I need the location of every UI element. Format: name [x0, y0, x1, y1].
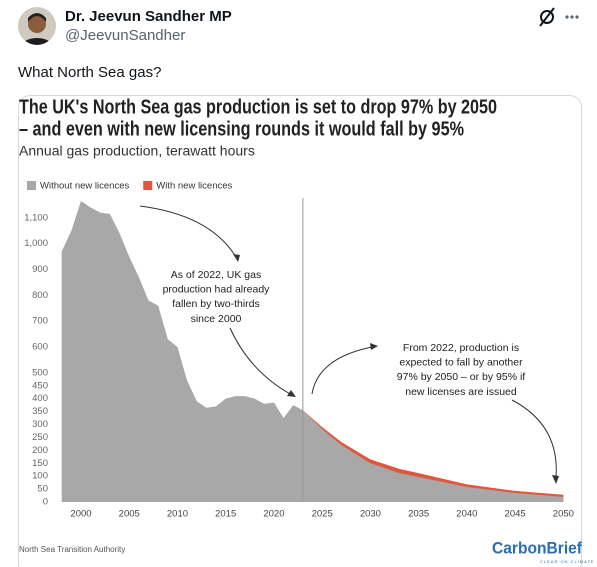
annotation: expected to fall by another — [399, 356, 523, 368]
avatar[interactable] — [18, 7, 56, 62]
x-tick-label: 2050 — [553, 509, 574, 520]
y-tick-label: 350 — [32, 406, 48, 417]
x-tick-label: 2020 — [263, 509, 284, 520]
arrow — [511, 399, 557, 479]
x-tick-label: 2045 — [505, 509, 526, 520]
y-tick-label: 900 — [32, 264, 48, 275]
annotation: fallen by two-thirds — [172, 298, 260, 310]
y-tick-label: 50 — [37, 484, 48, 495]
grok-icon[interactable] — [539, 7, 555, 27]
annotation: new licenses are issued — [405, 386, 517, 398]
chart-title: – and even with new licensing rounds it … — [19, 118, 464, 140]
brand-tagline: CLEAR ON CLIMATE — [540, 559, 595, 564]
y-tick-label: 1,100 — [24, 212, 48, 223]
y-tick-label: 450 — [32, 380, 48, 391]
annotation: From 2022, production is — [403, 342, 519, 354]
arrowhead — [233, 254, 240, 262]
source: North Sea Transition Authority — [19, 545, 125, 554]
arrow — [229, 327, 293, 396]
x-tick-label: 2005 — [119, 509, 140, 520]
y-tick-label: 1,000 — [24, 238, 48, 249]
x-tick-label: 2040 — [456, 509, 477, 520]
x-tick-label: 2030 — [360, 509, 381, 520]
chart: The UK's North Sea gas production is set… — [19, 96, 595, 564]
chart-subtitle: Annual gas production, terawatt hours — [19, 143, 255, 159]
y-tick-label: 200 — [32, 445, 48, 456]
author-name[interactable]: Dr. Jeevun Sandher MP — [65, 8, 232, 25]
more-icon[interactable] — [565, 15, 579, 19]
y-tick-label: 400 — [32, 393, 48, 404]
y-tick-label: 150 — [32, 458, 48, 469]
y-tick-label: 800 — [32, 290, 48, 301]
y-tick-label: 700 — [32, 316, 48, 327]
y-tick-label: 250 — [32, 432, 48, 443]
x-tick-label: 2010 — [167, 509, 188, 520]
x-tick-label: 2000 — [70, 509, 91, 520]
annotation: production had already — [163, 283, 271, 295]
legend-swatch — [27, 181, 36, 190]
annotation: 97% by 2050 – or by 95% if — [397, 371, 525, 383]
arrowhead — [287, 390, 296, 397]
y-tick-label: 0 — [43, 497, 48, 508]
y-tick-label: 500 — [32, 367, 48, 378]
legend-label: Without new licences — [40, 181, 129, 192]
x-tick-label: 2015 — [215, 509, 236, 520]
annotation: As of 2022, UK gas — [171, 269, 261, 281]
chart-title: The UK's North Sea gas production is set… — [19, 96, 497, 118]
y-tick-label: 600 — [32, 342, 48, 353]
brand-logo: CarbonBrief — [492, 538, 582, 557]
arrow — [139, 205, 237, 258]
legend-swatch — [143, 181, 153, 190]
arrow — [311, 346, 373, 395]
arrowhead — [552, 475, 559, 484]
tweet-text: What North Sea gas? — [18, 64, 161, 81]
y-tick-label: 100 — [32, 471, 48, 482]
legend-label: With new licences — [156, 181, 232, 192]
x-tick-label: 2035 — [408, 509, 429, 520]
y-tick-label: 300 — [32, 419, 48, 430]
annotation: since 2000 — [191, 313, 242, 325]
author-handle[interactable]: @JeevunSandher — [65, 27, 185, 44]
x-tick-label: 2025 — [312, 509, 333, 520]
area — [61, 201, 564, 502]
arrowhead — [370, 343, 378, 350]
